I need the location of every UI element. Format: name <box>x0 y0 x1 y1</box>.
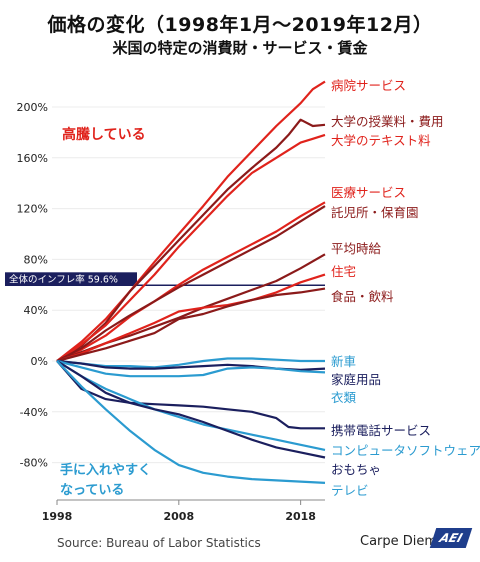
series-label: テレビ <box>331 483 369 498</box>
y-tick-label: -80% <box>20 457 48 470</box>
y-tick-label: 160% <box>17 152 48 165</box>
series-label: 住宅 <box>331 264 356 279</box>
series-label: 家庭用品 <box>331 372 381 387</box>
x-tick-label: 1998 <box>42 510 73 523</box>
series-line <box>56 287 326 363</box>
chart-title: 価格の変化（1998年1月〜2019年12月） <box>47 14 433 36</box>
series-line <box>56 360 326 459</box>
brand-name: Carpe Diem <box>360 534 438 549</box>
annotation-down-line1: 手に入れやすく <box>60 462 151 478</box>
series-label: 託児所・保育園 <box>331 205 419 220</box>
series-label: コンピュータソフトウェア <box>331 443 480 458</box>
annotation-down-line2: なっている <box>60 483 124 498</box>
series-line <box>56 80 326 362</box>
aei-logo: AEI <box>429 528 473 548</box>
series-line <box>56 273 326 363</box>
series-label: 医療サービス <box>331 185 406 200</box>
series-line <box>56 360 326 451</box>
y-tick-label: 40% <box>24 304 48 317</box>
y-tick-label: 80% <box>24 253 48 266</box>
series-line <box>56 360 325 430</box>
y-tick-label: 0% <box>31 355 48 368</box>
series-line <box>56 118 326 362</box>
series-line <box>56 360 326 484</box>
series-label: おもちゃ <box>331 462 381 477</box>
inflation-label: 全体のインフレ率 59.6% <box>9 273 118 285</box>
series-line <box>56 205 326 362</box>
series-label: 大学の授業料・費用 <box>331 114 444 129</box>
series-line <box>56 359 326 378</box>
series-line <box>56 201 326 362</box>
series-line <box>56 253 326 363</box>
chart-subtitle: 米国の特定の消費財・サービス・賃金 <box>112 39 368 57</box>
series-label: 携帯電話サービス <box>331 423 431 438</box>
source-note: Source: Bureau of Labor Statistics <box>57 536 261 550</box>
series-label: 大学のテキスト料 <box>331 133 431 148</box>
series-label: 病院サービス <box>331 78 406 93</box>
x-tick-label: 2008 <box>164 510 195 523</box>
series-label: 平均時給 <box>331 241 382 256</box>
y-tick-label: 120% <box>17 203 48 216</box>
series-label: 新車 <box>331 354 356 369</box>
y-tick-label: 200% <box>17 101 48 114</box>
series-label: 衣類 <box>331 390 357 405</box>
series-line <box>56 133 326 362</box>
series-label: 食品・飲料 <box>331 289 394 304</box>
y-tick-label: -40% <box>20 406 48 419</box>
inflation-label-bg <box>5 272 137 286</box>
annotation-up: 高騰している <box>62 126 146 143</box>
x-tick-label: 2018 <box>285 510 316 523</box>
